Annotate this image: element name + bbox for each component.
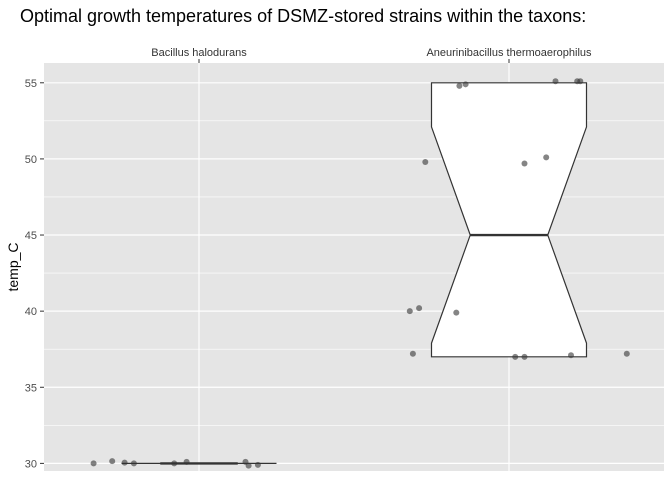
y-tick-label: 40: [25, 306, 37, 318]
data-point: [90, 460, 97, 467]
category-label: Bacillus halodurans: [151, 47, 247, 59]
data-point: [171, 460, 178, 467]
data-point: [422, 158, 429, 165]
data-point: [543, 154, 550, 161]
data-point: [109, 458, 116, 465]
data-point: [512, 353, 519, 360]
data-point: [521, 160, 528, 167]
y-tick-label: 30: [25, 458, 37, 470]
data-point: [456, 82, 463, 89]
data-point: [121, 459, 128, 466]
data-point: [245, 462, 252, 469]
data-point: [552, 78, 559, 85]
data-point: [183, 458, 190, 465]
data-point: [623, 350, 630, 357]
y-tick-label: 55: [25, 78, 37, 90]
data-point: [416, 305, 423, 312]
y-tick-label: 50: [25, 154, 37, 166]
data-point: [568, 352, 574, 359]
data-point: [453, 309, 460, 316]
data-point: [462, 81, 469, 88]
category-label: Aneurinibacillus thermoaerophilus: [426, 47, 592, 59]
data-point: [521, 353, 528, 360]
x-axis-top: Bacillus halodurans Aneurinibacillus ther…: [151, 47, 592, 63]
y-tick-label: 45: [25, 230, 37, 242]
data-point: [254, 461, 261, 468]
boxplot: [430, 82, 588, 358]
data-point: [409, 350, 416, 357]
data-point: [577, 78, 584, 85]
y-tick-label: 35: [25, 382, 37, 394]
y-axis: 30 35 40 45 50 55: [25, 78, 44, 470]
data-point: [406, 308, 413, 315]
chart-title: Optimal growth temperatures of DSMZ-stor…: [20, 6, 586, 26]
box-body: [430, 82, 588, 358]
data-points: [90, 78, 630, 469]
y-axis-label: temp_C: [5, 242, 21, 291]
data-point: [130, 460, 137, 467]
